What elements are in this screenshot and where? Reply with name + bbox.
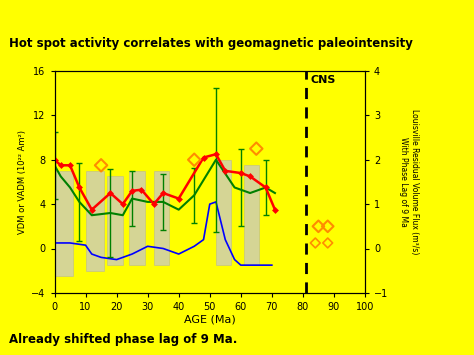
Bar (216, 160, 231, 265)
Bar (129, 171, 145, 265)
Text: Correlation between Hot Spot Activities and Geomagnetic Paleointensity: Correlation between Hot Spot Activities … (5, 10, 435, 20)
Text: Already shifted phase lag of 9 Ma.: Already shifted phase lag of 9 Ma. (9, 333, 238, 346)
Bar (244, 165, 259, 265)
Point (324, 240, 331, 246)
Bar (107, 176, 123, 265)
Bar (55, 171, 73, 276)
X-axis label: AGE (Ma): AGE (Ma) (184, 315, 236, 325)
Point (311, 240, 319, 246)
Point (315, 224, 322, 229)
Text: CNS: CNS (310, 75, 336, 86)
Point (191, 157, 198, 163)
Bar (154, 171, 169, 265)
Bar (86, 171, 104, 271)
Y-axis label: Louisville Residual Volume Flux (m³/s)
With Phase Lag of 9 Ma: Louisville Residual Volume Flux (m³/s) W… (400, 109, 419, 255)
Point (97, 163, 105, 168)
Point (324, 224, 331, 229)
Point (253, 146, 260, 152)
Text: Hot spot activity correlates with geomagnetic paleointensity: Hot spot activity correlates with geomag… (9, 37, 413, 50)
Y-axis label: VDM or VADM (10²² Am²): VDM or VADM (10²² Am²) (18, 130, 27, 234)
